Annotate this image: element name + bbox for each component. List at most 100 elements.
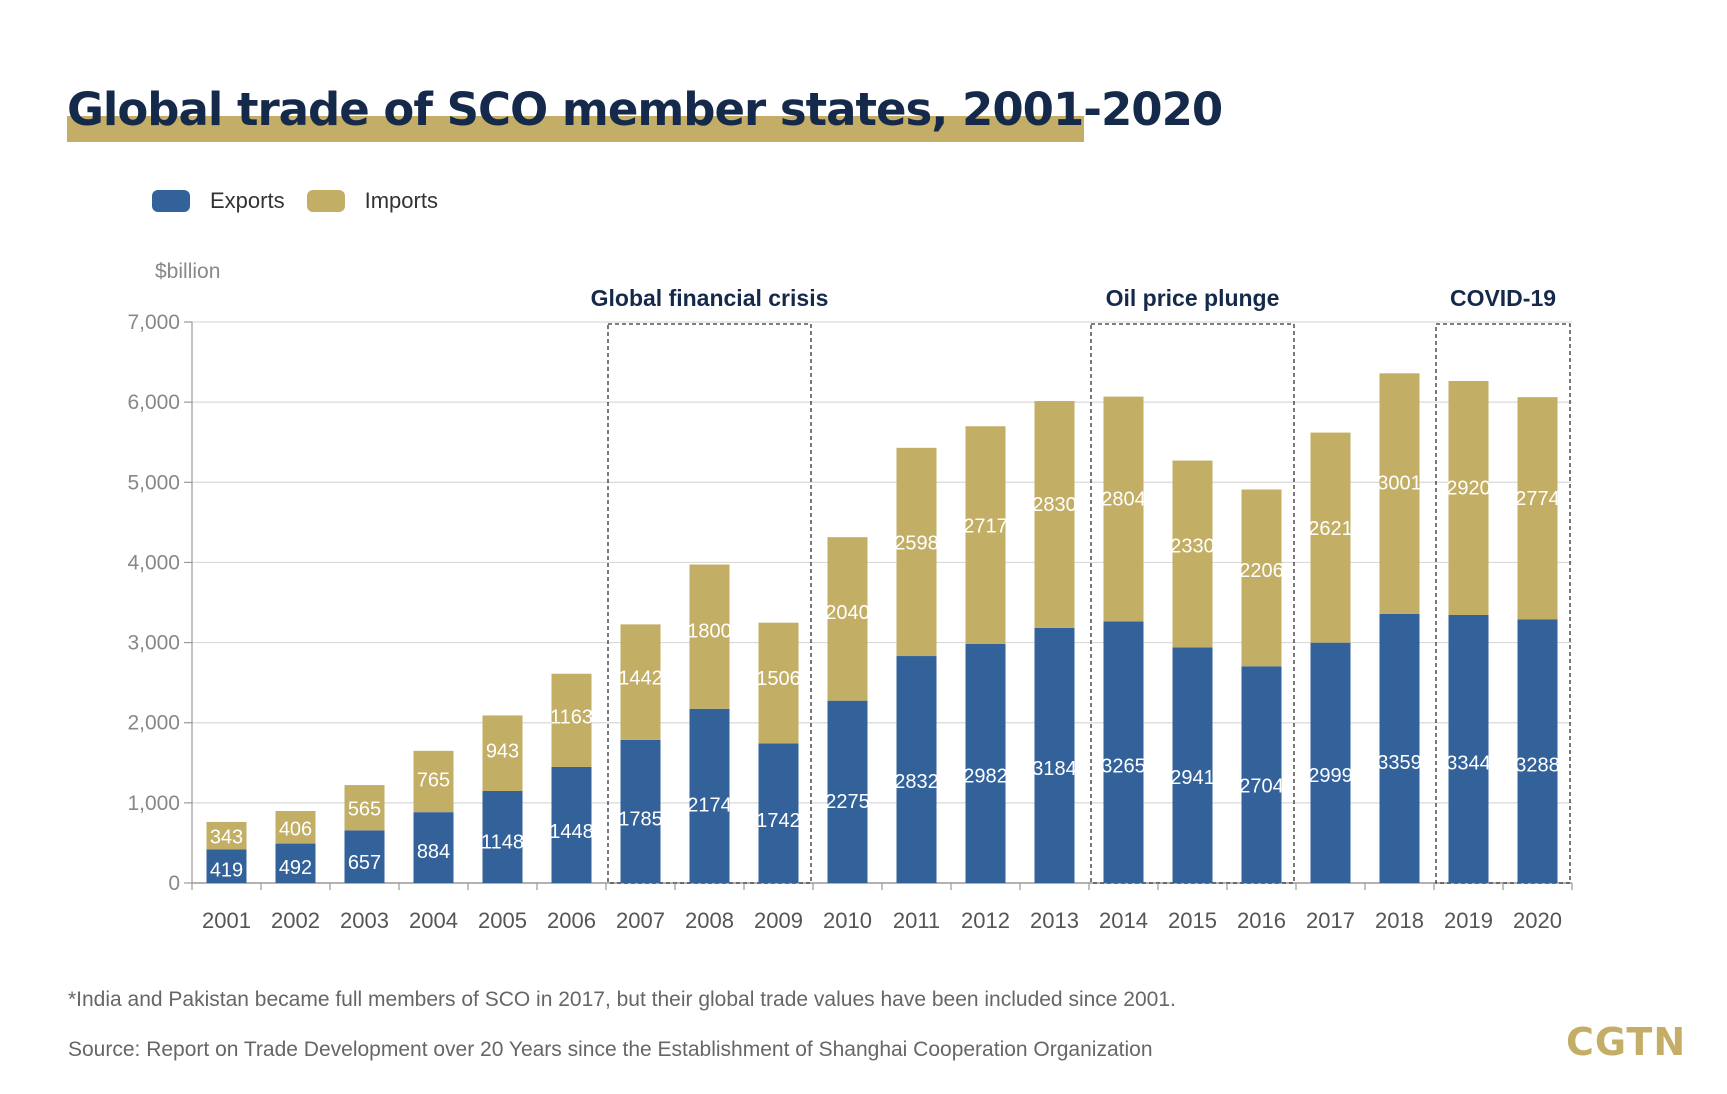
bar-exports (1103, 621, 1144, 883)
bar-imports (1172, 460, 1213, 648)
x-tick-label: 2006 (547, 908, 596, 933)
data-label-exports: 2704 (1239, 775, 1284, 797)
x-tick-label: 2016 (1237, 908, 1286, 933)
x-tick-label: 2014 (1099, 908, 1148, 933)
x-tick-label: 2013 (1030, 908, 1079, 933)
y-tick-label: 1,000 (127, 792, 180, 815)
bar-exports (344, 830, 385, 883)
bar-imports (1517, 397, 1558, 620)
data-label-imports: 2830 (1032, 494, 1077, 516)
data-label-exports: 2832 (894, 771, 939, 793)
footnote: *India and Pakistan became full members … (68, 988, 1176, 1011)
data-label-exports: 2982 (963, 765, 1008, 787)
bar-exports (1241, 666, 1282, 883)
bar-imports (620, 624, 661, 740)
data-label-exports: 1742 (756, 810, 801, 832)
bar-imports (1310, 432, 1351, 643)
bar-imports (551, 673, 592, 767)
legend-item-exports: Exports (152, 188, 285, 214)
data-label-imports: 765 (417, 769, 450, 791)
y-tick-label: 4,000 (127, 551, 180, 574)
y-axis-label: $billion (155, 260, 220, 283)
bar-exports (551, 766, 592, 883)
title-underline-bar (67, 116, 1084, 142)
data-label-imports: 2774 (1515, 488, 1560, 510)
data-label-exports: 3184 (1032, 758, 1077, 780)
data-label-exports: 657 (348, 852, 381, 874)
bar-exports (827, 700, 868, 883)
data-label-imports: 565 (348, 799, 381, 821)
bar-exports (758, 743, 799, 883)
bar-imports (827, 537, 868, 701)
x-tick-label: 2007 (616, 908, 665, 933)
bar-exports (413, 812, 454, 883)
y-tick-label: 0 (168, 872, 180, 895)
data-label-imports: 943 (486, 740, 519, 762)
data-label-imports: 2206 (1239, 560, 1284, 582)
bar-imports (758, 622, 799, 744)
x-tick-label: 2019 (1444, 908, 1493, 933)
x-tick-label: 2020 (1513, 908, 1562, 933)
bar-exports (965, 644, 1006, 883)
bar-imports (1448, 380, 1489, 616)
data-label-imports: 2717 (963, 515, 1008, 537)
y-tick-label: 6,000 (127, 391, 180, 414)
bar-exports (1517, 619, 1558, 883)
annotation-label: COVID-19 (1450, 285, 1556, 311)
data-label-imports: 1800 (687, 620, 732, 642)
annotation-label: Oil price plunge (1106, 285, 1280, 311)
bar-imports (275, 811, 316, 844)
bar-imports (965, 426, 1006, 645)
bar-imports (896, 447, 937, 657)
bar-imports (482, 715, 523, 791)
data-label-exports: 1448 (549, 821, 594, 843)
legend-label-exports: Exports (210, 188, 285, 213)
legend-item-imports: Imports (306, 188, 438, 214)
bar-exports (275, 843, 316, 883)
data-label-exports: 3288 (1515, 754, 1560, 776)
bar-imports (1034, 401, 1075, 628)
data-label-exports: 2275 (825, 791, 870, 813)
bar-exports (1172, 647, 1213, 883)
bar-imports (1103, 396, 1144, 622)
bar-imports (689, 564, 730, 709)
data-label-exports: 3359 (1377, 752, 1422, 774)
data-label-exports: 2174 (687, 795, 732, 817)
data-label-imports: 1163 (550, 707, 593, 729)
cgtn-logo: CGTN (1566, 1020, 1687, 1064)
data-label-imports: 343 (210, 827, 243, 849)
data-label-exports: 419 (210, 860, 243, 882)
annotation-label: Global financial crisis (591, 285, 829, 311)
legend-swatch-imports (306, 190, 345, 212)
bar-exports (896, 656, 937, 883)
x-tick-label: 2009 (754, 908, 803, 933)
bar-exports (206, 849, 247, 883)
data-label-exports: 884 (417, 841, 450, 863)
bar-exports (1310, 642, 1351, 883)
bar-imports (206, 821, 247, 850)
y-tick-label: 7,000 (127, 311, 180, 334)
title-block: Global trade of SCO member states, 2001-… (67, 80, 1223, 142)
x-tick-label: 2002 (271, 908, 320, 933)
x-tick-label: 2017 (1306, 908, 1355, 933)
chart-title: Global trade of SCO member states, 2001-… (67, 83, 1223, 136)
y-tick-label: 3,000 (127, 632, 180, 655)
legend-label-imports: Imports (364, 188, 438, 213)
data-label-imports: 2621 (1308, 518, 1353, 540)
data-label-imports: 2330 (1170, 536, 1215, 558)
y-tick-label: 2,000 (127, 712, 180, 735)
legend-swatch-exports (152, 190, 190, 212)
data-label-imports: 2804 (1101, 489, 1146, 511)
data-label-imports: 1506 (756, 668, 801, 690)
bar-imports (1379, 373, 1420, 614)
x-tick-label: 2001 (202, 908, 251, 933)
bar-exports (1034, 627, 1075, 883)
data-label-imports: 2920 (1446, 477, 1491, 499)
bar-imports (413, 750, 454, 813)
data-label-imports: 2040 (825, 602, 870, 624)
x-tick-label: 2003 (340, 908, 389, 933)
data-label-exports: 2999 (1308, 765, 1353, 787)
bar-exports (689, 708, 730, 883)
bar-exports (1379, 613, 1420, 883)
